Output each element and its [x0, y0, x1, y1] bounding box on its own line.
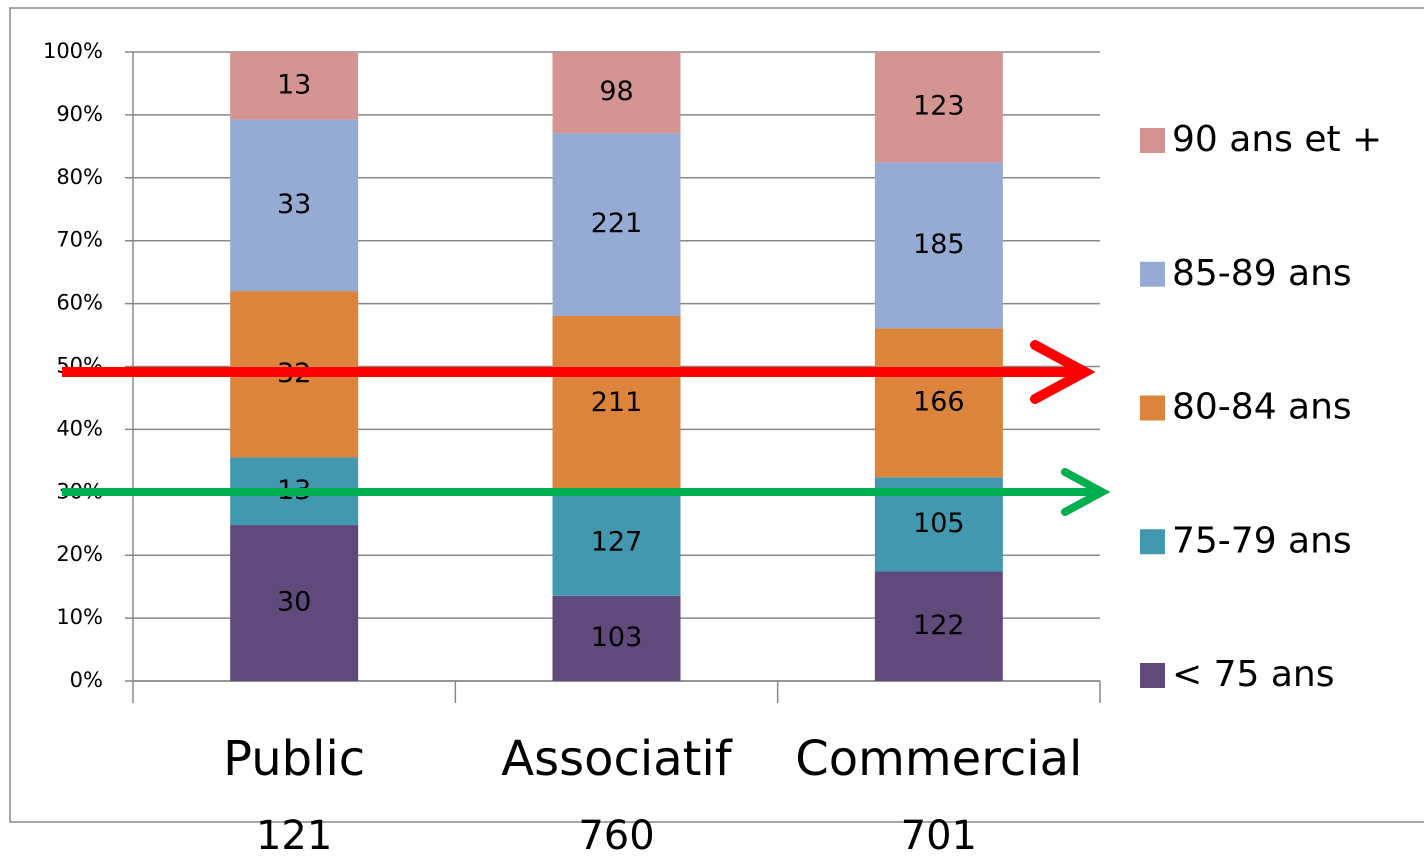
y-tick-label: 10%	[56, 605, 103, 629]
red-arrowhead	[1030, 340, 1096, 404]
bar-segment	[230, 119, 359, 292]
data-label: 127	[591, 527, 643, 558]
legend-label: < 75 ans	[1172, 654, 1335, 695]
y-tick-label: 100%	[43, 39, 103, 63]
category-total: 701	[901, 813, 977, 859]
legend-swatch	[1140, 663, 1165, 688]
bar-segment	[552, 595, 681, 681]
bar-segment	[552, 490, 681, 596]
bar-segment	[874, 162, 1003, 329]
legend-swatch	[1140, 128, 1165, 153]
annotation-arrows	[62, 340, 1111, 516]
x-tick-label: Commercial	[795, 731, 1082, 787]
y-tick-label: 80%	[56, 165, 103, 189]
bar-segment	[874, 328, 1003, 478]
data-label: 123	[913, 91, 965, 122]
data-label: 13	[277, 69, 311, 100]
y-tick-label: 90%	[56, 102, 103, 126]
x-tick-label: Associatif	[501, 731, 733, 787]
bar-segment	[874, 571, 1003, 681]
data-label: 33	[277, 189, 311, 220]
plot: 0%10%20%30%40%50%60%70%80%90%100%3013323…	[43, 39, 1382, 859]
legend-label: 85-89 ans	[1172, 253, 1352, 294]
legend-swatch	[1140, 529, 1165, 555]
category-total: 760	[578, 813, 654, 859]
data-label: 166	[913, 386, 965, 417]
category-total: 121	[256, 813, 332, 859]
bar-segment	[552, 316, 681, 491]
legend-label: 80-84 ans	[1172, 387, 1352, 428]
data-label: 105	[913, 508, 965, 539]
y-tick-label: 20%	[56, 542, 103, 566]
bar-segment	[552, 52, 681, 134]
data-label: 211	[591, 387, 643, 418]
bar-segment	[874, 52, 1003, 163]
bar-segment	[230, 525, 359, 681]
legend-label: 75-79 ans	[1172, 520, 1352, 561]
y-tick-label: 60%	[56, 291, 103, 315]
bar-segment	[552, 133, 681, 317]
y-tick-label: 70%	[56, 228, 103, 252]
data-label: 221	[591, 208, 643, 239]
y-tick-label: 0%	[70, 668, 103, 692]
green-arrowhead	[1061, 468, 1111, 516]
data-label: 122	[913, 610, 965, 641]
y-tick-label: 40%	[56, 416, 103, 440]
bar-segment	[230, 52, 359, 120]
legend-label: 90 ans et +	[1172, 119, 1382, 160]
data-label: 30	[277, 587, 311, 618]
x-tick-label: Public	[223, 731, 365, 787]
data-label: 185	[913, 229, 965, 260]
legend-swatch	[1140, 395, 1165, 421]
data-label: 103	[591, 622, 643, 653]
data-label: 98	[599, 76, 633, 107]
legend-swatch	[1140, 261, 1165, 287]
